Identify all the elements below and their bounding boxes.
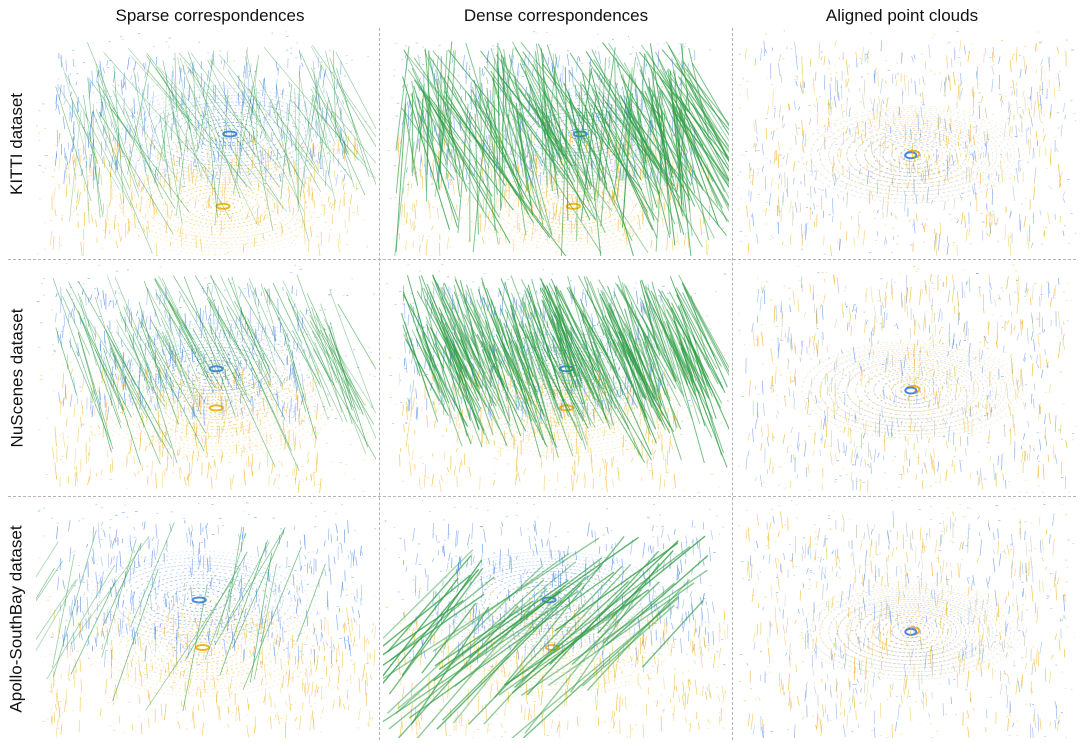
row-label-nuscenes: NuScenes dataset (7, 308, 27, 447)
panel-apollo-sparse (36, 500, 376, 738)
panel-nuscenes-aligned (736, 263, 1076, 493)
column-title-sparse: Sparse correspondences (115, 6, 305, 25)
panel-apollo-aligned (736, 500, 1076, 738)
column-title-dense: Dense correspondences (463, 6, 649, 25)
row-separator-1 (8, 259, 1076, 260)
panel-nuscenes-sparse (36, 263, 376, 493)
column-separator-2 (732, 28, 733, 740)
row-separator-2 (8, 496, 1076, 497)
panel-kitti-dense (383, 30, 729, 256)
panel-kitti-aligned (736, 30, 1076, 256)
panel-nuscenes-dense (383, 263, 729, 493)
column-title-aligned: Aligned point clouds (825, 6, 979, 25)
row-label-kitti: KITTI dataset (7, 92, 27, 196)
column-separator-1 (379, 28, 380, 740)
panel-kitti-sparse (36, 30, 376, 256)
panel-apollo-dense (383, 500, 729, 738)
row-label-apollo: Apollo-SouthBay dataset (7, 525, 26, 713)
